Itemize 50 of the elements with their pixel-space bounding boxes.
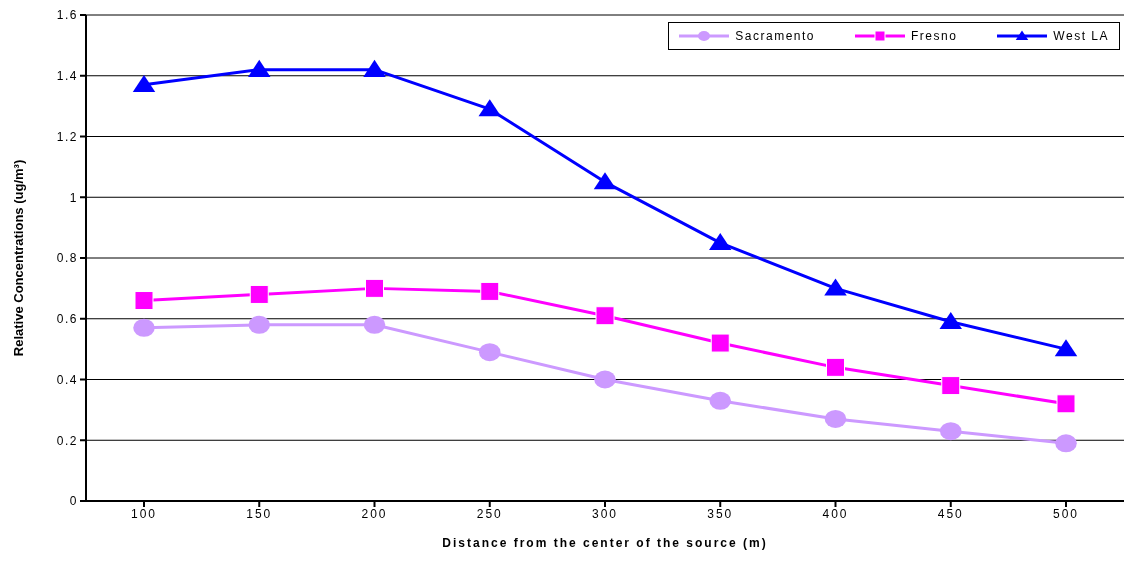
point (595, 306, 615, 326)
legend-label: Sacramento (735, 29, 815, 43)
point (480, 281, 500, 301)
y-tick-label: 1.2 (56, 129, 78, 144)
point (1055, 434, 1077, 453)
point (248, 315, 271, 334)
point (478, 99, 501, 117)
point (941, 376, 961, 396)
y-tick-label: 0.8 (56, 251, 78, 266)
x-tick-label: 400 (822, 506, 849, 521)
x-tick-label: 350 (707, 506, 734, 521)
x-axis-title: Distance from the center of the source (m) (442, 536, 768, 550)
y-tick-label: 0.4 (56, 372, 78, 387)
point (133, 318, 155, 337)
point (363, 59, 386, 77)
x-tick-label: 150 (246, 506, 273, 521)
y-tick-label: 0 (69, 494, 78, 509)
x-tick-label: 450 (937, 506, 964, 521)
y-tick-label: 1.4 (56, 69, 78, 84)
point (824, 278, 847, 296)
x-tick-label: 100 (130, 506, 158, 521)
point (709, 232, 732, 251)
x-tick-label: 300 (591, 506, 619, 521)
point (594, 370, 616, 389)
point (248, 59, 271, 77)
point (1056, 394, 1076, 414)
point (132, 74, 156, 93)
x-tick-label: 200 (361, 506, 388, 521)
point (1054, 339, 1078, 357)
y-tick-label: 0.6 (56, 312, 78, 327)
point (709, 391, 732, 410)
x-tick-label: 500 (1052, 506, 1080, 521)
point (363, 315, 386, 334)
x-tick-label: 250 (476, 506, 503, 521)
point (824, 409, 847, 428)
y-tick-label: 1 (69, 190, 78, 205)
point (593, 172, 617, 190)
legend-label: Fresno (911, 29, 958, 43)
point (478, 343, 501, 362)
y-axis-title: Relative Concentrations (ug/m³) (10, 159, 26, 357)
y-tick-label: 1.6 (56, 8, 78, 23)
point (939, 311, 962, 329)
point (939, 422, 962, 441)
point (826, 357, 845, 377)
point (710, 333, 730, 353)
point (249, 284, 269, 304)
point (134, 291, 154, 311)
legend-label: West LA (1053, 29, 1109, 43)
point (365, 278, 384, 298)
y-tick-label: 0.2 (56, 433, 78, 448)
